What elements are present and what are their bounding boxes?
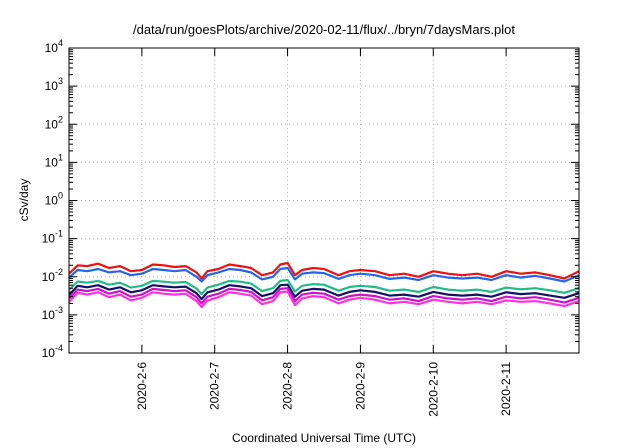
x-tick-label: 2020-2-8 — [281, 362, 295, 410]
y-tick-label: 102 — [45, 114, 63, 131]
chart-title: /data/run/goesPlots/archive/2020-02-11/f… — [133, 22, 515, 37]
y-tick-label: 10-4 — [42, 343, 63, 360]
x-tick-label: 2020-2-10 — [426, 362, 440, 417]
plot-frame — [68, 47, 580, 354]
y-tick-label: 104 — [45, 38, 63, 55]
x-axis-label: Coordinated Universal Time (UTC) — [232, 431, 416, 445]
series-line-3 — [68, 278, 580, 296]
series-line-2 — [68, 266, 580, 283]
axes: 10-4 10-3 10-2 10-1 100 101 102 103 104 2020-2-6 2… — [42, 38, 580, 417]
x-tick-label: 2020-2-9 — [353, 362, 367, 410]
x-tick-label: 2020-2-11 — [499, 362, 513, 416]
series-line-4 — [68, 283, 580, 301]
y-tick-label: 101 — [45, 152, 63, 169]
y-tick-label: 100 — [45, 191, 63, 208]
series-line-6 — [68, 290, 580, 309]
y-tick-label: 10-3 — [42, 305, 63, 322]
x-tick-label: 2020-2-6 — [135, 362, 149, 410]
y-tick-label: 103 — [45, 76, 63, 93]
y-tick-label: 10-2 — [42, 267, 63, 284]
x-tick-label: 2020-2-7 — [208, 362, 222, 410]
y-axis-label: cSv/day — [17, 179, 31, 222]
series-line-5 — [68, 287, 580, 305]
grid — [69, 48, 579, 353]
y-tick-label: 10-1 — [42, 229, 63, 246]
series-line-1 — [68, 261, 580, 280]
series-group — [68, 261, 580, 309]
